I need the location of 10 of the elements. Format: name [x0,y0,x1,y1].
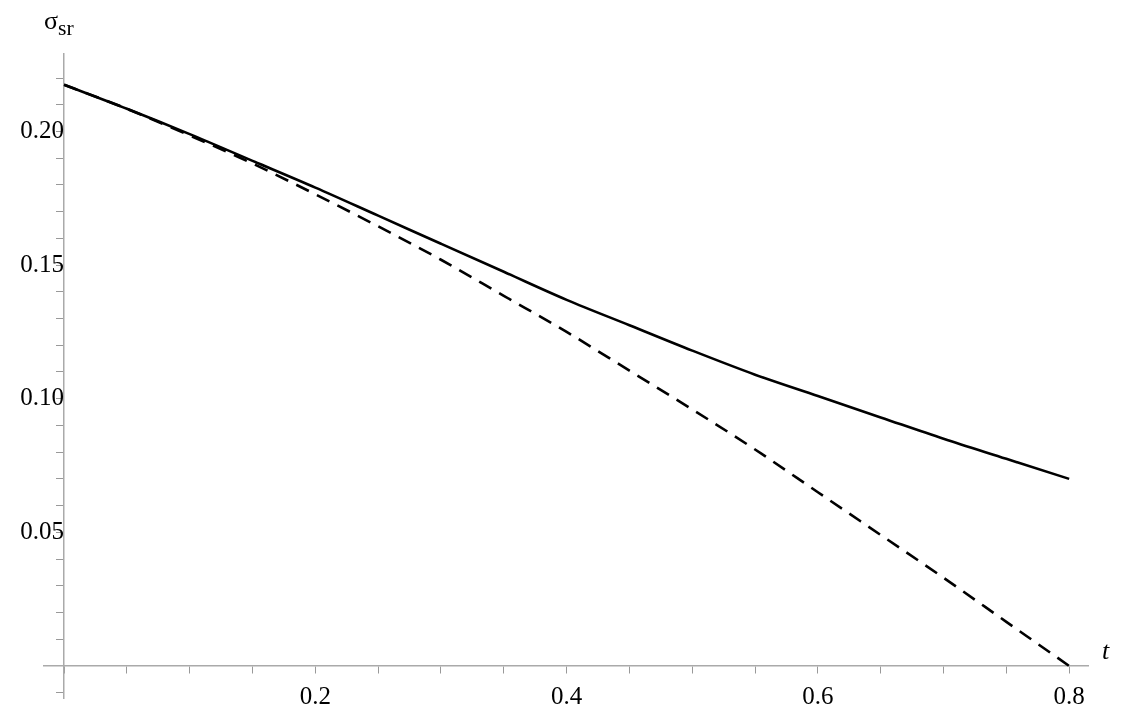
x-axis-title: t [1102,635,1110,666]
y-tick-label: 0.15 [20,249,65,277]
y-axis-title: σ$_{sr}$ [44,6,74,42]
y-tick-label: 0.05 [20,516,65,544]
x-tick-label: 0.8 [1053,682,1085,710]
x-tick-label: 0.6 [802,682,834,710]
y-tick-label: 0.10 [20,383,65,411]
y-tick-label: 0.20 [20,116,65,144]
x-tick-label: 0.2 [299,682,331,710]
x-tick-label: 0.4 [551,682,583,710]
